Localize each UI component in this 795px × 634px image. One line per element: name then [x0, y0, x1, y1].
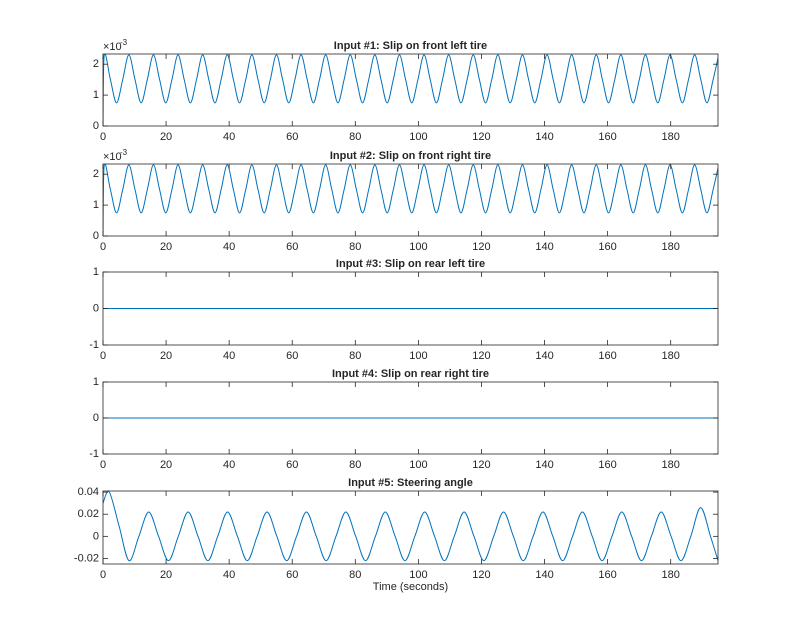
x-axis-label: Time (seconds)	[373, 581, 448, 593]
y-exponent-base: ×10	[103, 41, 122, 53]
subplot-title: Input #1: Slip on front left tire	[334, 40, 487, 52]
x-tick-label: 60	[286, 350, 298, 362]
subplot: 0 20 40 60 80 100 120 140 160 180-0.0200.020.04In…	[74, 477, 719, 593]
axes-background	[103, 54, 718, 126]
axes-background	[103, 164, 718, 236]
x-tick-label: 160	[598, 241, 616, 253]
x-tick-label: 80	[349, 569, 361, 581]
y-tick-label: -1	[89, 339, 99, 351]
x-tick-label: 60	[286, 241, 298, 253]
x-tick-label: 120	[472, 569, 490, 581]
x-tick-label: 160	[598, 569, 616, 581]
axes-box	[102, 163, 719, 237]
y-tick-label: 1	[93, 89, 99, 101]
y-exponent-power: -3	[120, 38, 128, 47]
axes-box	[102, 490, 719, 565]
y-tick-label: 0.02	[78, 508, 99, 520]
x-tick-label: 0	[100, 350, 106, 362]
y-tick-label: -1	[89, 448, 99, 460]
x-tick-label: 0	[100, 241, 106, 253]
data-line	[103, 54, 718, 126]
x-tick-label: 20	[160, 131, 172, 143]
subplot-title: Input #3: Slip on rear left tire	[336, 258, 485, 270]
x-tick-label: 140	[535, 241, 553, 253]
x-tick-label: 40	[223, 459, 235, 471]
x-tick-label: 0	[100, 131, 106, 143]
subplot-title: Input #5: Steering angle	[348, 477, 473, 489]
x-tick-label: 140	[535, 459, 553, 471]
x-tick-label: 160	[598, 350, 616, 362]
x-tick-label: 20	[160, 459, 172, 471]
x-tick-label: 80	[349, 241, 361, 253]
x-tick-label: 140	[535, 569, 553, 581]
x-tick-label: 100	[409, 459, 427, 471]
x-tick-label: 40	[223, 241, 235, 253]
x-tick-label: 0	[100, 459, 106, 471]
x-tick-label: 20	[160, 350, 172, 362]
y-tick-label: 1	[93, 376, 99, 388]
axes-background	[103, 491, 718, 564]
x-tick-label: 160	[598, 131, 616, 143]
y-exponent-base: ×10	[103, 151, 122, 163]
x-tick-label: 180	[662, 459, 680, 471]
x-tick-label: 140	[535, 350, 553, 362]
x-tick-label: 80	[349, 131, 361, 143]
x-tick-label: 60	[286, 569, 298, 581]
data-line	[103, 491, 718, 562]
x-tick-label: 40	[223, 131, 235, 143]
y-tick-label: 0	[93, 302, 99, 314]
x-tick-label: 160	[598, 459, 616, 471]
x-tick-label: 180	[662, 241, 680, 253]
y-tick-label: 1	[93, 199, 99, 211]
x-tick-label: 0	[100, 569, 106, 581]
y-tick-label: 0	[93, 120, 99, 132]
y-tick-label: 2	[93, 168, 99, 180]
x-tick-label: 120	[472, 131, 490, 143]
x-tick-label: 20	[160, 569, 172, 581]
y-tick-label: 1	[93, 266, 99, 278]
subplot-title: Input #2: Slip on front right tire	[330, 150, 491, 162]
x-tick-label: 60	[286, 459, 298, 471]
subplot: 0 20 40 60 80 100 120 140 160 180 0 1 2 Input #1: Sli…	[93, 38, 719, 143]
y-tick-label: 0	[93, 230, 99, 242]
y-tick-label: -0.02	[74, 552, 99, 564]
x-tick-label: 20	[160, 241, 172, 253]
subplot: 0 20 40 60 80 100 120 140 160 180 0 1 2 Input #2: Sli…	[93, 148, 719, 253]
x-tick-label: 120	[472, 459, 490, 471]
data-line	[103, 164, 718, 236]
x-tick-label: 80	[349, 459, 361, 471]
x-tick-label: 120	[472, 350, 490, 362]
x-tick-label: 100	[409, 569, 427, 581]
x-tick-label: 60	[286, 131, 298, 143]
x-tick-label: 180	[662, 350, 680, 362]
y-tick-label: 0	[93, 530, 99, 542]
y-tick-label: 2	[93, 58, 99, 70]
y-exponent-power: -3	[120, 148, 128, 157]
x-tick-label: 100	[409, 241, 427, 253]
x-tick-label: 100	[409, 131, 427, 143]
x-tick-label: 180	[662, 131, 680, 143]
y-tick-label: 0.04	[78, 486, 99, 498]
x-tick-label: 180	[662, 569, 680, 581]
x-tick-label: 80	[349, 350, 361, 362]
subplot-title: Input #4: Slip on rear right tire	[332, 368, 489, 380]
axes-box	[102, 53, 719, 127]
x-tick-label: 40	[223, 350, 235, 362]
y-tick-label: 0	[93, 412, 99, 424]
x-tick-label: 140	[535, 131, 553, 143]
x-tick-label: 40	[223, 569, 235, 581]
x-tick-label: 120	[472, 241, 490, 253]
x-tick-label: 100	[409, 350, 427, 362]
